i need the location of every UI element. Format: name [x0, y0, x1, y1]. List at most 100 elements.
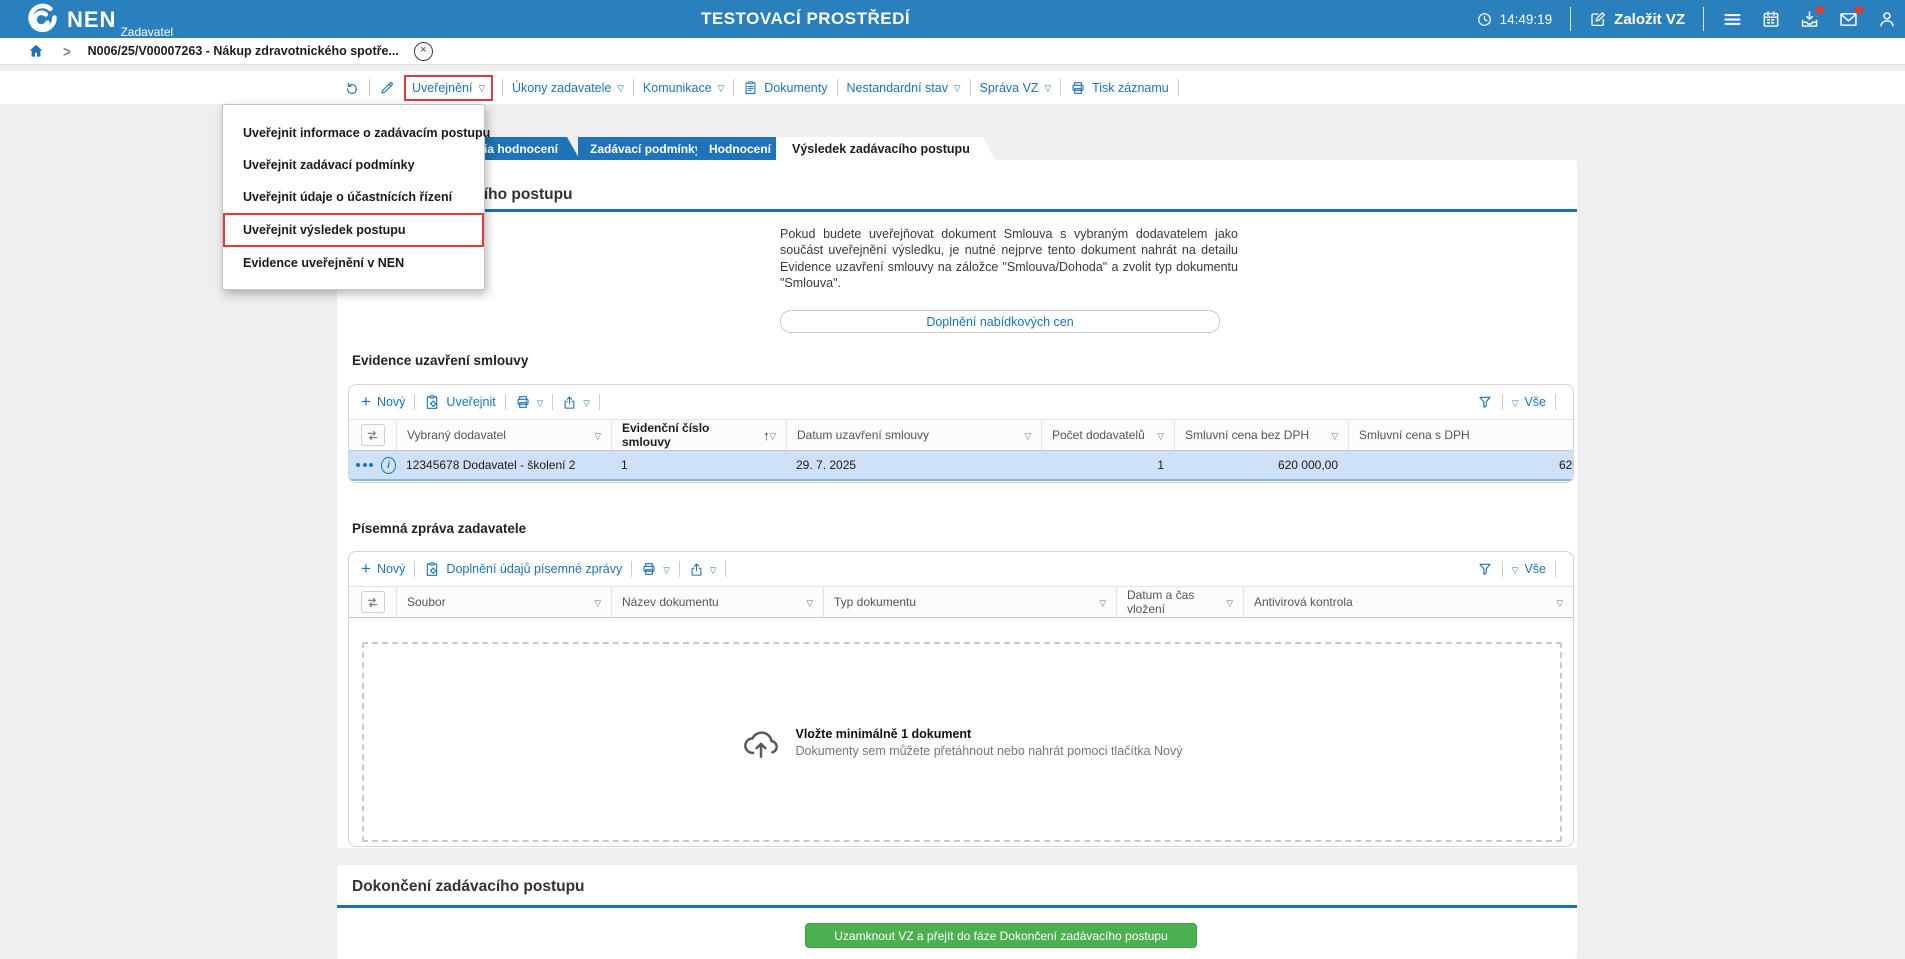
menu-item-publish-procedure-info[interactable]: Uveřejnit informace o zadávacím postupu — [243, 126, 491, 140]
chevron-down-icon: ▽ — [717, 83, 725, 94]
user-icon — [1877, 9, 1897, 29]
edit-button[interactable] — [379, 80, 395, 96]
chevron-down-icon: ▽ — [1044, 83, 1052, 94]
plus-icon: + — [361, 558, 371, 578]
col-header-supplier[interactable]: Vybraný dodavatel ▽ — [396, 420, 611, 450]
filter-button[interactable] — [1477, 561, 1493, 577]
brand-name: NEN — [67, 7, 117, 32]
contract-table-row[interactable]: i 12345678 Dodavatel - školení 2 1 29. 7… — [349, 451, 1573, 481]
menu-publish-label: Uveřejnění — [412, 80, 473, 95]
report-grid: + Nový Doplnění údajů písemné zprávy ▽ ▽ — [348, 551, 1574, 847]
col-header-document-type[interactable]: Typ dokumentu ▽ — [823, 587, 1116, 617]
column-filter-icon[interactable]: ▽ — [1157, 430, 1164, 441]
menu-nonstandard-state[interactable]: Nestandardní stav ▽ — [846, 80, 961, 95]
menu-item-publish-participants[interactable]: Uveřejnit údaje o účastnících řízení — [243, 190, 453, 204]
column-filter-icon[interactable]: ▽ — [1226, 597, 1233, 608]
brand-role-label: Zadavatel — [120, 25, 174, 39]
col-header-supplier-count[interactable]: Počet dodavatelů ▽ — [1041, 420, 1174, 450]
menu-vz-admin[interactable]: Správa VZ ▽ — [979, 80, 1052, 95]
menu-contracting-actions[interactable]: Úkony zadavatele ▽ — [512, 80, 624, 95]
col-header-file[interactable]: Soubor ▽ — [396, 587, 611, 617]
col-header-insert-datetime[interactable]: Datum a čas vložení ▽ — [1116, 587, 1243, 617]
col-header-antivirus[interactable]: Antivirová kontrola ▽ — [1243, 587, 1573, 617]
column-filter-icon[interactable]: ▽ — [594, 597, 601, 608]
contracts-grid-toolbar: + Nový Uveřejnit ▽ ▽ — [349, 385, 1573, 419]
col-header-document-name[interactable]: Název dokumentu ▽ — [611, 587, 823, 617]
menu-item-publication-evidence[interactable]: Evidence uveřejnění v NEN — [243, 256, 405, 270]
breadcrumb-chevron-icon: > — [63, 42, 71, 60]
main-menu-button[interactable] — [1722, 9, 1743, 30]
close-tab-icon[interactable]: × — [413, 41, 433, 61]
filter-view-all[interactable]: ▽ Vše — [1511, 562, 1546, 576]
nen-logo[interactable]: NEN Zadavatel — [26, 2, 173, 39]
supplement-report-data-button[interactable]: Doplnění údajů písemné zprávy — [424, 561, 622, 577]
tab-zadavaci-podminky[interactable]: Zadávací podmínky — [578, 137, 723, 160]
col-header-price-net[interactable]: Smluvní cena bez DPH ▽ — [1174, 420, 1348, 450]
calendar-button[interactable] — [1761, 9, 1781, 29]
menu-print-record[interactable]: Tisk záznamu — [1070, 80, 1169, 96]
sort-asc-icon: ↑ — [762, 427, 770, 443]
chevron-down-icon: ▽ — [953, 83, 961, 94]
chevron-down-icon: ▽ — [663, 564, 670, 575]
funnel-icon — [1477, 394, 1493, 410]
breadcrumb-item[interactable]: N006/25/V00007263 - Nákup zdravotnického… — [87, 44, 399, 58]
menu-documents[interactable]: Dokumenty — [743, 80, 828, 95]
section-rule — [337, 905, 1577, 908]
supplement-bid-prices-button[interactable]: Doplnění nabídkových cen — [780, 310, 1220, 333]
column-filter-icon[interactable]: ▽ — [1099, 597, 1106, 608]
result-panel: Výsledek zadávacího postupu Pokud budete… — [337, 160, 1577, 848]
column-chooser[interactable] — [349, 587, 396, 617]
publish-clipboard-icon — [424, 394, 440, 410]
col-header-price-gross[interactable]: Smluvní cena s DPH — [1348, 420, 1573, 450]
export-menu-button[interactable]: ▽ — [562, 395, 590, 410]
column-filter-icon[interactable]: ▽ — [1556, 597, 1563, 608]
chevron-down-icon: ▽ — [1511, 564, 1519, 575]
print-menu-button[interactable]: ▽ — [641, 561, 670, 577]
cell-contract-number: 1 — [621, 458, 628, 472]
environment-title: TESTOVACÍ PROSTŘEDÍ — [701, 9, 911, 28]
filter-view-all[interactable]: ▽ Vše — [1511, 395, 1546, 409]
messages-button[interactable] — [1838, 5, 1863, 30]
column-chooser[interactable] — [349, 420, 396, 450]
create-vz-button[interactable]: Založit VZ — [1589, 10, 1685, 28]
column-filter-icon[interactable]: ▽ — [1024, 430, 1031, 441]
refresh-button[interactable] — [344, 80, 360, 96]
filter-button[interactable] — [1477, 394, 1493, 410]
column-filter-icon[interactable]: ▽ — [806, 597, 813, 608]
home-icon[interactable] — [27, 42, 45, 60]
refresh-icon — [344, 80, 360, 96]
menu-item-publish-tender-conditions[interactable]: Uveřejnit zadávací podmínky — [243, 158, 415, 172]
publish-contract-note: Pokud budete uveřejňovat dokument Smlouv… — [780, 227, 1238, 291]
export-menu-button[interactable]: ▽ — [689, 562, 716, 577]
print-menu-button[interactable]: ▽ — [515, 394, 543, 410]
info-icon[interactable]: i — [381, 456, 396, 474]
tab-hodnoceni[interactable]: Hodnocení — [697, 137, 793, 160]
session-clock: 14:49:19 — [1476, 11, 1553, 28]
profile-button[interactable] — [1877, 9, 1897, 29]
menu-communication[interactable]: Komunikace ▽ — [642, 80, 725, 95]
lock-vz-button[interactable]: Uzamknout VZ a přejít do fáze Dokončení … — [805, 923, 1197, 948]
column-settings-icon — [365, 595, 380, 610]
menu-item-publish-result[interactable]: Uveřejnit výsledek postupu — [223, 213, 484, 247]
tab-vysledek-zadavaciho-postupu[interactable]: Výsledek zadávacího postupu — [776, 137, 996, 161]
breadcrumb: > N006/25/V00007263 - Nákup zdravotnické… — [0, 38, 1905, 65]
inbox-button[interactable] — [1799, 5, 1824, 30]
action-toolbar: Uveřejnění ▽ Úkony zadavatele ▽ Komunika… — [0, 71, 1905, 104]
clipboard-icon — [743, 80, 758, 95]
cell-price-gross: 620 000,00 — [1558, 458, 1573, 472]
col-header-contract-number[interactable]: Evidenční číslo smlouvy ↑ ▽ — [611, 420, 786, 450]
report-grid-toolbar: + Nový Doplnění údajů písemné zprávy ▽ ▽ — [349, 552, 1573, 586]
clock-value: 14:49:19 — [1499, 11, 1553, 27]
col-header-conclusion-date[interactable]: Datum uzavření smlouvy ▽ — [786, 420, 1041, 450]
column-filter-icon[interactable]: ▽ — [594, 430, 601, 441]
nen-logo-icon — [28, 3, 57, 33]
publish-contract-button[interactable]: Uveřejnit — [424, 394, 496, 410]
new-document-button[interactable]: + Nový — [361, 558, 406, 578]
column-filter-icon[interactable]: ▽ — [769, 430, 776, 441]
row-menu-kebab-icon[interactable] — [356, 463, 373, 467]
menu-publish[interactable]: Uveřejnění ▽ — [404, 74, 493, 101]
column-filter-icon[interactable]: ▽ — [1331, 430, 1338, 441]
document-dropzone[interactable]: Vložte minimálně 1 dokument Dokumenty se… — [362, 642, 1562, 842]
calendar-icon — [1761, 9, 1781, 29]
new-contract-button[interactable]: + Nový — [361, 391, 406, 411]
